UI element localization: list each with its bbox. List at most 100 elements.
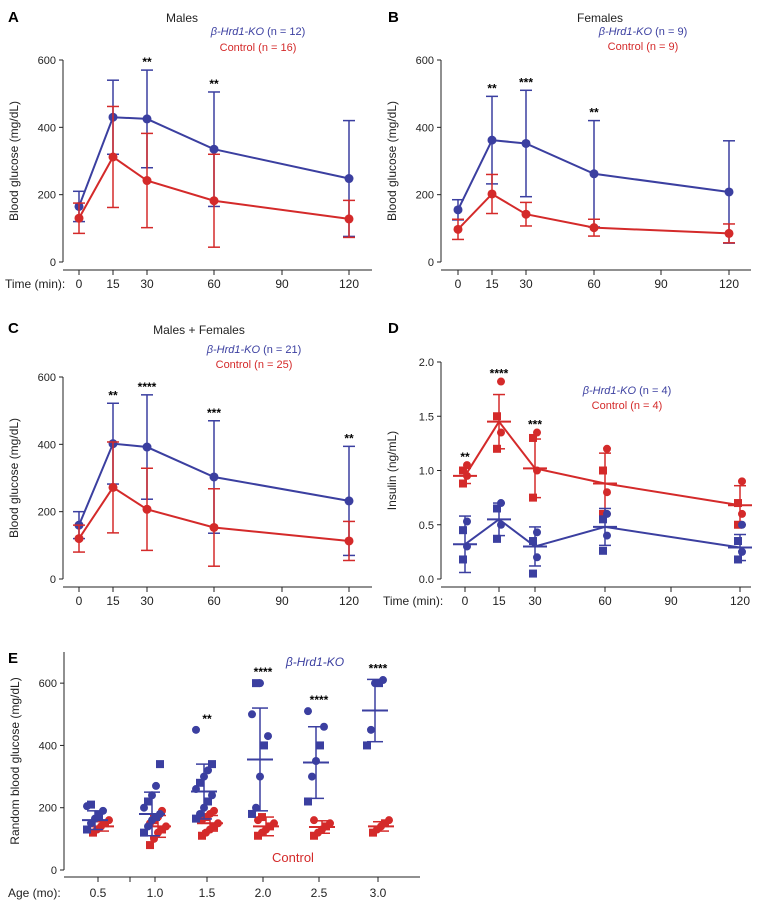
data-point (209, 522, 219, 532)
x-tick-label: 15 (106, 594, 120, 608)
x-tick-label: 0 (462, 594, 469, 608)
data-point (344, 214, 354, 224)
panel-a: A Males β-Hrd1-KO (n = 12) Control (n = 16)… (5, 9, 372, 291)
significance-marker: *** (519, 75, 533, 89)
legend-entry: β-Hrd1-KO (n = 21) (206, 344, 302, 356)
data-point (599, 546, 607, 555)
data-point (344, 174, 354, 184)
data-point (209, 196, 219, 206)
data-point (738, 477, 746, 486)
data-point (529, 569, 537, 578)
significance-marker: ** (108, 388, 118, 402)
x-tick-label: 2.0 (255, 886, 272, 900)
data-point (208, 791, 216, 800)
series-control (73, 105, 355, 248)
data-point (344, 496, 354, 506)
data-point (463, 461, 471, 470)
panel-d: Dβ-Hrd1-KO (n = 4)Control (n = 4)0.00.51… (383, 320, 752, 608)
y-axis-label: Blood glucose (mg/dL) (7, 418, 21, 538)
x-tick-label: 15 (106, 277, 120, 291)
panel-letter: E (8, 650, 18, 667)
data-point (74, 213, 84, 223)
legend-label: β-Hrd1-KO (210, 26, 267, 38)
significance-marker: **** (490, 367, 509, 381)
data-point (144, 822, 152, 831)
panel-letter: D (388, 320, 399, 337)
legend-entry: Control (n = 9) (608, 41, 679, 53)
data-point (493, 534, 501, 543)
data-point (603, 509, 611, 518)
data-point (724, 187, 734, 197)
data-point (152, 813, 160, 822)
x-tick-label: 0 (76, 277, 83, 291)
data-point (487, 189, 497, 199)
data-point (521, 138, 531, 148)
data-point (589, 169, 599, 179)
data-point (589, 223, 599, 233)
data-point (198, 831, 206, 840)
data-point (453, 224, 463, 234)
panel-title: Males (166, 11, 198, 25)
data-point (89, 828, 97, 837)
data-point (256, 679, 264, 688)
data-point (738, 509, 746, 518)
data-point (152, 781, 160, 790)
ko-points (362, 676, 388, 750)
ko-points (82, 800, 108, 834)
data-point (533, 428, 541, 437)
x-tick-label: 0.5 (90, 886, 107, 900)
x-tick-label: 120 (719, 277, 739, 291)
data-point (248, 710, 256, 719)
y-axis-label: Insulin (ng/mL) (385, 431, 399, 510)
significance-marker: *** (528, 418, 542, 432)
data-point (734, 499, 742, 508)
x-tick-label: 90 (664, 594, 678, 608)
series-control (453, 377, 752, 529)
data-point (603, 444, 611, 453)
age-group (139, 760, 171, 850)
y-tick-label: 0 (50, 257, 56, 269)
x-axis-label: Time (min): (5, 277, 65, 291)
data-point (108, 152, 118, 162)
series-label-control: Control (272, 850, 314, 865)
x-tick-label: 90 (275, 594, 289, 608)
legend-label: Control (216, 359, 255, 371)
data-point (142, 176, 152, 186)
legend-n: (n = 9) (646, 41, 678, 53)
data-point (192, 725, 200, 734)
y-tick-label: 0 (51, 865, 57, 877)
legend-n: (n = 4) (639, 385, 671, 397)
data-point (533, 528, 541, 537)
legend-entry: β-Hrd1-KO (n = 4) (582, 385, 672, 397)
x-tick-label: 60 (207, 594, 221, 608)
control-points (368, 816, 394, 837)
data-point (738, 547, 746, 556)
data-point (497, 377, 505, 386)
y-tick-label: 600 (38, 55, 56, 67)
legend-n: (n = 25) (254, 359, 292, 371)
data-point (369, 828, 377, 837)
legend-label: β-Hrd1-KO (598, 26, 655, 38)
data-point (95, 811, 103, 820)
data-point (385, 816, 393, 825)
series-ko (453, 499, 752, 578)
data-point (459, 526, 467, 535)
y-axis-label: Blood glucose (mg/dL) (385, 101, 399, 221)
panel-e: E 0 200 400 600 Random blood glucose (mg/dL) 0… (8, 650, 420, 900)
significance-marker: **** (310, 693, 329, 707)
panel-title: Males + Females (153, 323, 245, 337)
data-point (142, 114, 152, 124)
y-axis-label: Blood glucose (mg/dL) (7, 101, 21, 221)
legend-label: β-Hrd1-KO (582, 385, 639, 397)
y-axis-label: Random blood glucose (mg/dL) (8, 677, 22, 844)
significance-marker: ** (344, 431, 354, 445)
data-point (493, 504, 501, 513)
data-point (533, 466, 541, 475)
data-point (146, 841, 154, 850)
data-point (533, 553, 541, 562)
y-tick-label: 400 (38, 122, 56, 134)
data-point (724, 228, 734, 238)
data-point (459, 479, 467, 488)
legend-entry: β-Hrd1-KO (n = 9) (598, 26, 688, 38)
significance-marker: ** (202, 712, 212, 726)
